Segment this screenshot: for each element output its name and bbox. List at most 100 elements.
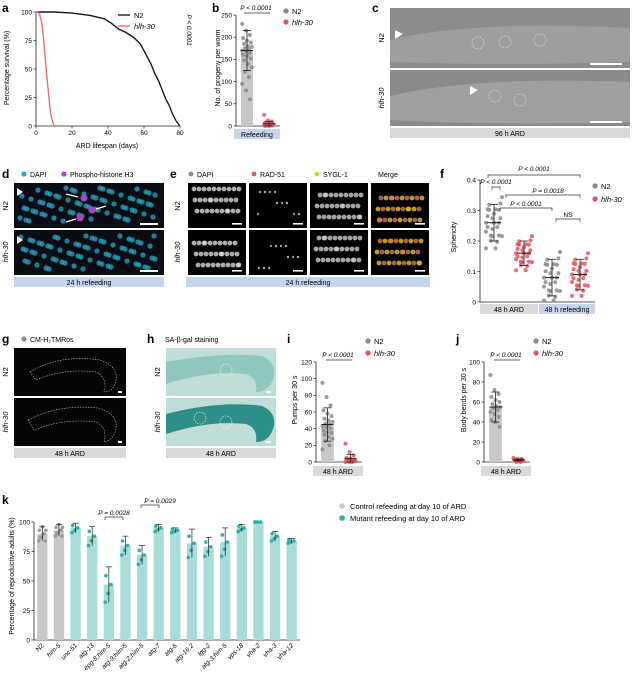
e-signal <box>395 206 401 212</box>
e-signal <box>284 244 288 248</box>
i-point <box>320 447 325 452</box>
nucleus <box>36 240 42 246</box>
k-point <box>270 532 274 536</box>
k-point <box>222 547 227 551</box>
f-point <box>514 268 518 273</box>
panel-c: c N2 hlh-30 96 h ARD <box>372 1 630 138</box>
panel-b: b No. of progeny per worm P < 0.0001 0 50… <box>212 1 314 139</box>
e-signal <box>194 208 200 214</box>
b-point <box>262 112 267 117</box>
k-legend-mutant: Mutant refeeding at day 10 of ARD <box>350 514 466 523</box>
panel-f: f Sphericity 0 0.1 0.2 0.3 0.4 P < 0.0001 P … <box>440 166 623 314</box>
e-signal <box>191 186 197 192</box>
b-legend-hlh30: hlh-30 <box>292 18 314 27</box>
k-point <box>106 591 110 596</box>
e-col-sygl1: SYGL-1 <box>323 172 348 179</box>
k-point <box>142 553 147 557</box>
e-signal <box>344 246 350 252</box>
e-scale-bar <box>293 270 303 272</box>
k-bar <box>136 555 148 640</box>
e-signal <box>286 255 290 259</box>
a-y-tick-label: 75 <box>25 38 33 45</box>
f-point <box>551 262 556 267</box>
e-signal <box>203 251 209 257</box>
f-bracket <box>505 194 581 198</box>
f-legend-hlh30: hlh-30 <box>601 195 623 204</box>
e-signal <box>319 203 325 209</box>
k-bar <box>220 542 231 640</box>
e-col-rad51: RAD-51 <box>260 172 285 179</box>
f-point <box>530 260 534 265</box>
e-signal <box>204 208 210 214</box>
k-point <box>38 535 42 540</box>
h-caption-bar <box>166 448 276 458</box>
e-signal <box>398 238 404 244</box>
e-signal <box>377 238 383 244</box>
f-point <box>484 220 488 225</box>
j-y-tick-label: 40 <box>473 419 481 426</box>
k-point <box>154 524 158 528</box>
e-signal <box>221 186 227 192</box>
nucleus <box>22 258 28 264</box>
e-signal <box>222 240 228 246</box>
i-point <box>330 420 335 424</box>
pumping-chart: 0 20 40 60 80 100 120 <box>301 359 362 466</box>
j-ylabel: Body bends per 30 s <box>461 367 468 432</box>
nucleus <box>74 200 80 206</box>
a-y-tick-label: 50 <box>25 66 33 73</box>
e-signal <box>409 195 415 201</box>
e-signal <box>345 203 351 209</box>
f-point <box>495 239 500 244</box>
d-row-label-hlh30: hlh-30 <box>1 241 10 263</box>
k-point <box>258 520 263 524</box>
e-signal <box>291 255 295 259</box>
i-y-tick-label: 20 <box>305 443 313 450</box>
nucleus <box>43 265 49 271</box>
d-arrow <box>95 205 107 210</box>
e-signal <box>327 235 333 241</box>
f-group-label-ard: 48 h ARD <box>494 307 524 314</box>
e-signal <box>316 214 322 220</box>
e-signal <box>195 262 201 268</box>
k-point <box>41 532 45 536</box>
k-y-tick-label: 75 <box>23 549 31 556</box>
nucleus <box>34 262 40 268</box>
d-scale-bar-n2 <box>140 223 158 225</box>
b-legend-n2: N2 <box>292 7 302 16</box>
e-signal <box>343 192 349 198</box>
f-legend-dot-hlh30 <box>592 196 598 202</box>
e-signal <box>387 217 393 223</box>
e-legend-dot-dapi <box>188 171 194 177</box>
k-point <box>272 536 277 541</box>
f-point <box>582 283 587 288</box>
a-y-tick-label: 0 <box>28 123 32 130</box>
d-nuclei-n2 <box>17 185 158 224</box>
e-signal <box>416 206 422 212</box>
e-signal <box>397 217 403 223</box>
nucleus <box>20 246 26 252</box>
k-point <box>125 543 130 548</box>
k-bar <box>87 536 98 640</box>
nucleus <box>59 259 65 265</box>
e-signal <box>196 186 202 192</box>
e-signal <box>338 192 344 198</box>
b-point <box>241 36 246 41</box>
j-legend-dot-hlh30 <box>533 350 539 356</box>
f-point <box>570 272 574 277</box>
d-ph3-spot <box>88 206 96 214</box>
f-point <box>517 239 522 244</box>
nucleus <box>41 253 47 259</box>
e-signal <box>392 217 398 223</box>
e-signal <box>313 246 319 252</box>
e-signal <box>418 238 424 244</box>
e-signal <box>268 190 272 194</box>
g-image-hlh30 <box>14 398 126 446</box>
i-point <box>322 432 327 437</box>
e-signal <box>389 249 395 255</box>
g-caption-bar <box>14 448 126 458</box>
b-point <box>244 49 249 54</box>
nucleus <box>150 214 156 220</box>
d-ph3-spot <box>76 214 84 222</box>
i-point <box>327 443 332 448</box>
e-signal <box>349 246 355 252</box>
